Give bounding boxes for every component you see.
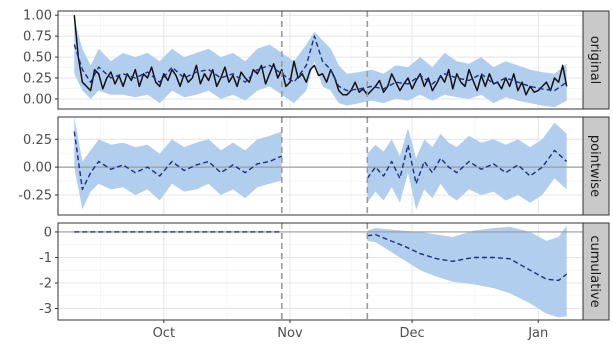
ci-ribbon-1 [74, 117, 282, 210]
facet-strip [582, 222, 610, 321]
ci-ribbon-2 [367, 122, 567, 210]
y-tick-label: -1 [39, 251, 52, 266]
facet-strip [582, 10, 610, 110]
ci-ribbon-1 [74, 19, 567, 108]
panel-original: 0.00 0.25 0.50 0.75 1.00 original [23, 9, 610, 110]
y-tick-label: -3 [39, 302, 52, 317]
ci-ribbon-1 [367, 225, 567, 318]
facet-strip [582, 116, 610, 216]
panel-cumulative: -3 -2 -1 0 cumulative [39, 222, 610, 321]
facet-strip-label: original [587, 36, 602, 85]
x-tick-label: Dec [399, 326, 424, 341]
x-tick-label: Jan [527, 326, 548, 341]
prediction-line-1 [73, 131, 283, 191]
x-tick-label: Oct [153, 326, 175, 341]
y-tick-label: 0 [44, 225, 52, 240]
facet-strip-label: pointwise [587, 135, 602, 197]
y-tick-label: -2 [39, 276, 52, 291]
y-tick-label: 0.50 [23, 51, 52, 66]
y-tick-label: 0.25 [23, 133, 52, 148]
observed-line [73, 15, 568, 96]
y-tick-label: 1.00 [23, 9, 52, 24]
y-tick-label: 0.00 [23, 92, 52, 107]
y-tick-label: 0.00 [23, 161, 52, 176]
y-tick-label: -0.25 [18, 188, 52, 203]
y-tick-label: 0.75 [23, 30, 52, 45]
y-tick-label: 0.25 [23, 72, 52, 87]
panel-pointwise: -0.25 0.00 0.25 pointwise [18, 116, 610, 216]
prediction-line-2 [366, 144, 568, 185]
prediction-line-2 [367, 233, 568, 282]
prediction-line-1 [73, 35, 568, 92]
x-tick-label: Nov [277, 326, 303, 341]
facet-strip-label: cumulative [587, 235, 602, 307]
